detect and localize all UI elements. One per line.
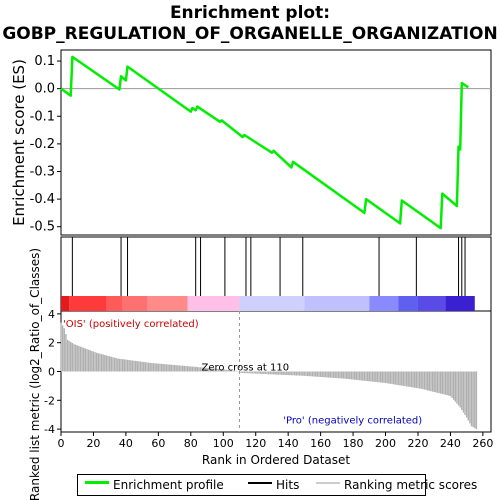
metric-xtick-label: 240 (440, 437, 461, 450)
es-ytick-label: 0.1 (34, 54, 55, 69)
legend-hits-swatch (248, 482, 272, 484)
heat-segment (106, 296, 123, 311)
metric-xtick-label: 160 (310, 437, 331, 450)
plot-title-line1: Enrichment plot: (169, 3, 331, 23)
metric-xtick-label: 80 (184, 437, 198, 450)
metric-xtick-label: 180 (343, 437, 364, 450)
metric-ytick-label: 0 (48, 366, 55, 379)
metric-xtick-label: 120 (245, 437, 266, 450)
enrichment-profile-line (60, 55, 469, 230)
legend-ranking-swatch (316, 482, 340, 484)
heat-segment (445, 296, 475, 311)
metric-xtick-label: 60 (151, 437, 165, 450)
metric-xtick-label: 0 (58, 437, 65, 450)
heat-segment (122, 296, 147, 311)
es-ytick-label: -0.5 (30, 220, 55, 235)
metric-xtick-label: 220 (407, 437, 428, 450)
legend: Enrichment profile Hits Ranking metric s… (77, 474, 477, 496)
metric-xtick-label: 100 (213, 437, 234, 450)
es-ytick-label: -0.4 (30, 192, 55, 207)
heat-segment (417, 296, 446, 311)
es-ytick-label: -0.2 (30, 137, 55, 152)
es-panel-frame (60, 49, 492, 236)
metric-xtick-label: 140 (278, 437, 299, 450)
es-ytick-label: 0.0 (34, 82, 55, 97)
legend-hits-label: Hits (276, 478, 300, 492)
heat-segment (398, 296, 418, 311)
metric-xtick-label: 20 (86, 437, 100, 450)
heat-segment (369, 296, 399, 311)
es-ytick-label: -0.1 (30, 109, 55, 124)
zero-cross-label: Zero cross at 110 (201, 363, 289, 374)
positive-correlation-label: 'OIS' (positively correlated) (63, 319, 199, 330)
heat-segment (187, 296, 240, 311)
plot-title-line2: GOBP_REGULATION_OF_ORGANELLE_ORGANIZATIO… (2, 24, 498, 44)
legend-profile-swatch (85, 481, 109, 484)
heat-segment (304, 296, 370, 311)
heat-segment (61, 296, 70, 311)
heat-segment (239, 296, 305, 311)
metric-xtick-label: 40 (119, 437, 133, 450)
es-ytick-label: -0.3 (30, 164, 55, 179)
heat-segment (147, 296, 188, 311)
metric-ytick-label: 2 (48, 337, 55, 350)
metric-xtick-label: 260 (472, 437, 493, 450)
negative-correlation-label: 'Pro' (negatively correlated) (283, 415, 422, 426)
es-y-axis-label: Enrichment score (ES) (10, 59, 28, 226)
legend-profile-label: Enrichment profile (113, 478, 224, 492)
heat-segment (69, 296, 107, 311)
metric-y-axis-label: Ranked list metric (log2_Ratio_of_Classe… (28, 248, 42, 500)
metric-ytick-label: 4 (48, 308, 55, 321)
legend-ranking-label: Ranking metric scores (344, 478, 478, 492)
metric-ytick-label: -4 (44, 423, 55, 436)
x-axis-label: Rank in Ordered Dataset (202, 453, 350, 467)
metric-ytick-label: -2 (44, 394, 55, 407)
metric-xtick-label: 200 (375, 437, 396, 450)
